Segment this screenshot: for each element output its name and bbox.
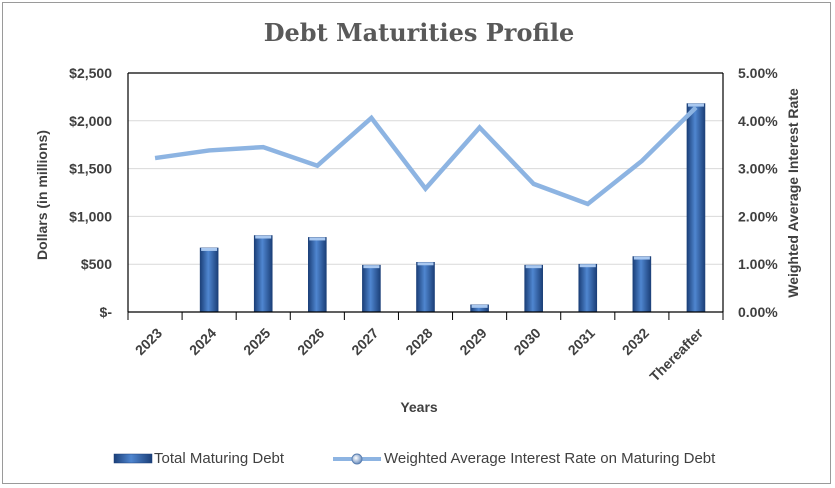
x-tick-label: 2029 [456,325,489,358]
x-axis-title: Years [400,399,438,415]
bar-top-highlight [633,256,650,260]
bar-top-highlight [525,265,542,269]
bar-2024 [199,247,219,313]
y-tick-label: $- [100,304,113,320]
bar-2025 [253,235,273,313]
legend: Total Maturing Debt Weighted Average Int… [113,450,716,467]
y2-tick-label: 2.00% [738,208,778,224]
y-tick-label: $2,000 [69,113,112,129]
x-tick-label: 2028 [402,325,435,358]
x-tick-label: Thereafter [646,324,706,384]
x-tick-label: 2032 [619,325,652,358]
x-tick-label: 2031 [565,325,598,358]
chart-svg: Debt Maturities Profile $- $500 $1,000 $1,5… [34,18,801,467]
x-tick-label: 2030 [510,325,543,358]
chart-title: Debt Maturities Profile [264,18,575,47]
line-layer [154,105,698,207]
y-tick-label: $500 [81,256,112,272]
bar-Thereafter [686,103,706,313]
bar-2028 [416,261,435,313]
legend-line-marker [351,453,363,465]
bar-top-highlight [309,237,326,241]
bar-2031 [578,263,598,313]
axis-layer: $- $500 $1,000 $1,500 $2,000 $2,500 0.00% 1.00%… [69,65,778,385]
y-tick-label: $1,500 [69,161,112,177]
x-tick-label: 2027 [348,325,381,358]
y2-tick-label: 3.00% [738,161,778,177]
bar-2027 [362,264,381,313]
bar-top-highlight [417,262,434,266]
legend-label-line: Weighted Average Interest Rate on Maturi… [384,450,716,467]
y2-tick-label: 1.00% [738,256,778,272]
y2-tick-label: 4.00% [738,113,778,129]
bar-layer [199,103,706,313]
bar-top-highlight [579,264,596,268]
y2-tick-label: 5.00% [738,65,778,81]
bar-top-highlight [687,103,704,107]
bar-top-highlight [201,247,218,251]
bar-2030 [524,264,543,313]
bar-top-highlight [255,235,272,239]
bar-top-highlight [471,304,488,308]
y-tick-label: $1,000 [69,208,112,224]
x-tick-label: 2026 [294,325,327,358]
y2-tick-label: 0.00% [738,304,778,320]
bar-2032 [632,256,652,313]
y-axis-title: Dollars (in millions) [34,130,50,260]
interest-rate-line [154,105,698,207]
legend-bar-swatch [113,453,153,464]
x-tick-label: 2025 [240,325,273,358]
y2-axis-title: Weighted Average Interest Rate [785,88,801,298]
bar-top-highlight [363,265,380,269]
x-tick-label: 2024 [186,325,219,358]
legend-label-bars: Total Maturing Debt [154,450,285,467]
x-tick-label: 2023 [132,325,165,358]
bar-2026 [308,237,327,313]
y-tick-label: $2,500 [69,65,112,81]
